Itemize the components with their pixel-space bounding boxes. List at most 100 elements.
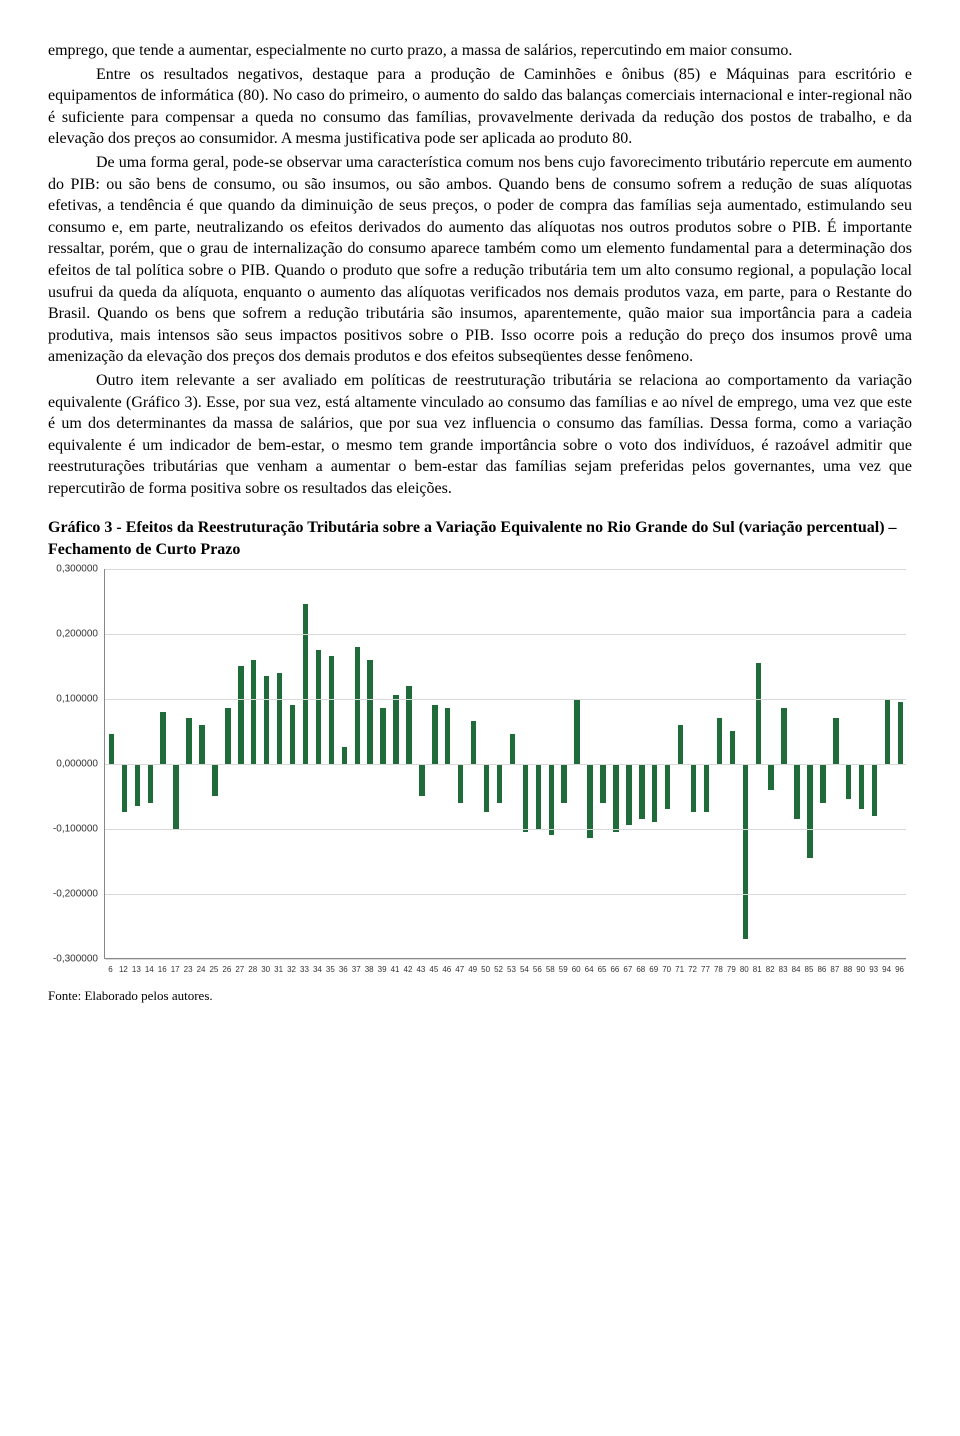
x-tick-label: 35 [326,965,335,976]
x-tick-label: 14 [145,965,154,976]
bar [678,725,683,764]
x-tick-label: 83 [779,965,788,976]
bar [587,764,592,839]
bar [303,604,308,763]
bar [432,705,437,764]
bar [639,764,644,819]
bar [549,764,554,836]
bar [497,764,502,803]
x-tick-label: 66 [610,965,619,976]
bar [859,764,864,810]
x-tick-label: 47 [455,965,464,976]
x-tick-label: 78 [714,965,723,976]
x-tick-label: 72 [688,965,697,976]
y-tick-label: -0,200000 [48,887,98,901]
x-tick-label: 50 [481,965,490,976]
x-tick-label: 65 [598,965,607,976]
bar [561,764,566,803]
bar [484,764,489,813]
x-tick-label: 87 [830,965,839,976]
y-tick-label: 0,000000 [48,757,98,771]
bar [846,764,851,800]
x-tick-label: 41 [391,965,400,976]
bar [122,764,127,813]
y-tick-label: -0,100000 [48,822,98,836]
x-tick-label: 23 [184,965,193,976]
paragraph-4: Outro item relevante a ser avaliado em p… [48,370,912,500]
x-tick-label: 77 [701,965,710,976]
bar [329,656,334,763]
x-tick-label: 24 [197,965,206,976]
bar [652,764,657,823]
bar [510,734,515,763]
x-tick-label: 25 [209,965,218,976]
bar [355,647,360,764]
paragraph-1: emprego, que tende a aumentar, especialm… [48,40,912,62]
x-tick-label: 88 [843,965,852,976]
bar [199,725,204,764]
x-tick-label: 38 [365,965,374,976]
bar [406,686,411,764]
bar [704,764,709,813]
x-tick-label: 43 [416,965,425,976]
x-tick-label: 59 [559,965,568,976]
x-tick-label: 28 [248,965,257,976]
x-tick-label: 13 [132,965,141,976]
x-tick-label: 56 [533,965,542,976]
gridline [105,634,906,635]
bar [212,764,217,797]
bar [691,764,696,813]
gridline [105,699,906,700]
x-tick-label: 37 [352,965,361,976]
bar-chart: 6121314161723242526272830313233343536373… [48,563,912,983]
chart-source: Fonte: Elaborado pelos autores. [48,987,912,1005]
x-tick-label: 94 [882,965,891,976]
bar [342,747,347,763]
x-tick-label: 90 [856,965,865,976]
bar [574,699,579,764]
bar [316,650,321,764]
x-tick-label: 45 [429,965,438,976]
bar [186,718,191,764]
bar [419,764,424,797]
x-tick-label: 64 [585,965,594,976]
bar [833,718,838,764]
x-axis-labels: 6121314161723242526272830313233343536373… [104,963,906,983]
x-tick-label: 82 [766,965,775,976]
bar [380,708,385,763]
bar [756,663,761,764]
x-tick-label: 46 [442,965,451,976]
x-tick-label: 32 [287,965,296,976]
bar [523,764,528,832]
y-tick-label: 0,100000 [48,692,98,706]
x-tick-label: 27 [235,965,244,976]
x-tick-label: 30 [261,965,270,976]
gridline [105,829,906,830]
bar [807,764,812,858]
x-tick-label: 71 [675,965,684,976]
bar [794,764,799,819]
bar [135,764,140,806]
x-tick-label: 34 [313,965,322,976]
chart-title: Gráfico 3 - Efeitos da Reestruturação Tr… [48,517,912,560]
y-tick-label: 0,200000 [48,627,98,641]
bar [820,764,825,803]
x-tick-label: 84 [792,965,801,976]
bar [898,702,903,764]
bar [445,708,450,763]
x-tick-label: 17 [171,965,180,976]
bar [471,721,476,763]
bar [885,699,890,764]
bar [173,764,178,829]
x-tick-label: 26 [222,965,231,976]
bar [109,734,114,763]
x-tick-label: 12 [119,965,128,976]
y-tick-label: -0,300000 [48,952,98,966]
bar [743,764,748,940]
x-tick-label: 58 [546,965,555,976]
bar [458,764,463,803]
x-tick-label: 80 [740,965,749,976]
bar [251,660,256,764]
bar [872,764,877,816]
bar [600,764,605,803]
